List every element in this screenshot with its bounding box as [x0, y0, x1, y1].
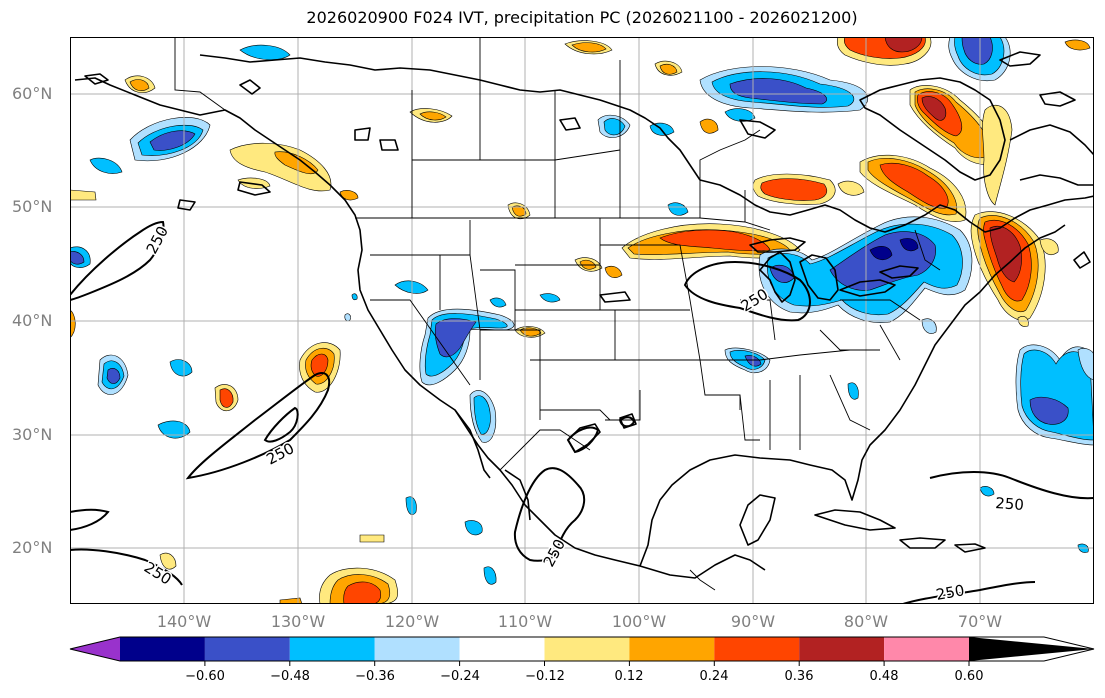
- colorbar-segment: [374, 637, 460, 661]
- lon-label: 80°W: [843, 612, 889, 631]
- colorbar-segment: [884, 637, 969, 661]
- lon-label: 100°W: [611, 612, 667, 631]
- lon-label: 130°W: [270, 612, 326, 631]
- colorbar-label: −0.12: [525, 669, 565, 684]
- colorbar-segment: [799, 637, 885, 661]
- colorbar-label: −0.36: [355, 669, 395, 684]
- colorbar-segment: [204, 637, 290, 661]
- colorbar-segment: [544, 637, 630, 661]
- lon-label: 90°W: [730, 612, 776, 631]
- colorbar-label: 0.24: [699, 669, 729, 684]
- lon-label: 120°W: [384, 612, 440, 631]
- lon-label: 110°W: [497, 612, 553, 631]
- colorbar-segment: [289, 637, 375, 661]
- lat-label: 30°N: [12, 425, 53, 444]
- colorbar-segment: [120, 637, 205, 661]
- lat-label: 50°N: [12, 197, 53, 216]
- map-title: 2026020900 F024 IVT, precipitation PC (2…: [306, 8, 858, 27]
- lat-label: 60°N: [12, 84, 53, 103]
- colorbar-label: −0.48: [270, 669, 310, 684]
- colorbar-label: 0.12: [614, 669, 644, 684]
- political-borders: [174, 37, 941, 591]
- lat-label: 20°N: [12, 538, 53, 557]
- lat-label: 40°N: [12, 311, 53, 330]
- colorbar-label: 0.60: [954, 669, 984, 684]
- colorbar-extend-low: [70, 637, 120, 661]
- colorbar-label: 0.48: [869, 669, 899, 684]
- contour-label: 250: [995, 494, 1025, 514]
- colorbar-label: −0.24: [440, 669, 480, 684]
- map-area: [70, 37, 1094, 604]
- colorbar-segment: [459, 637, 545, 661]
- colorbar-extend-high: [969, 637, 1094, 661]
- colorbar-segment: [714, 637, 800, 661]
- colorbar-label: −0.60: [185, 669, 225, 684]
- ivt-contours: [70, 220, 1094, 604]
- colorbar-segment: [629, 637, 715, 661]
- colorbar: [69, 636, 1095, 666]
- colorbar-label: 0.36: [784, 669, 814, 684]
- lon-label: 70°W: [957, 612, 1003, 631]
- lon-label: 140°W: [156, 612, 212, 631]
- map-frame: [70, 37, 1094, 604]
